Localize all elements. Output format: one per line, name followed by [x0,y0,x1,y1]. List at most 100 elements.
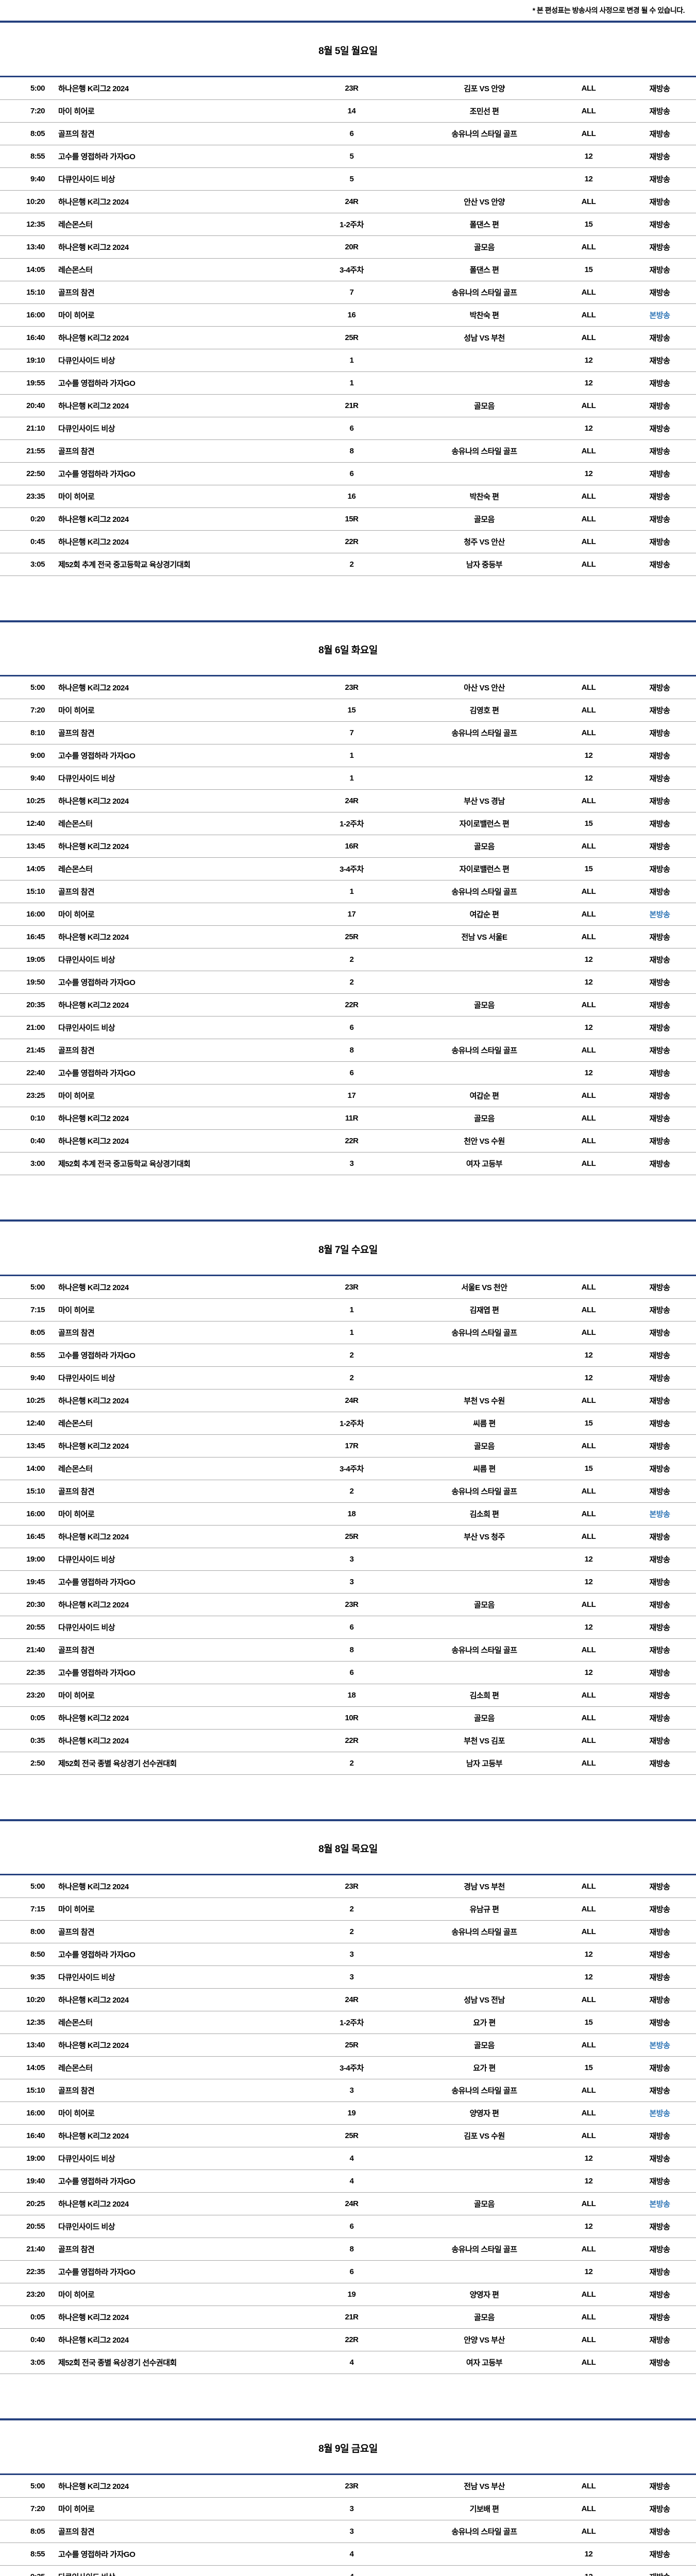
program-title-cell: 하나은행 K리그2 2024 [58,1736,129,1745]
broadcast-type-badge: 재방송 [649,515,670,524]
rating-cell: ALL [581,1137,596,1146]
day-title: 8월 6일 화요일 [318,645,378,656]
episode-detail-cell: 송유나의 스타일 골프 [451,2245,517,2255]
schedule-row: 5:00 하나은행 K리그2 2024 23R 경남 VS 부천 ALL 재방송 [0,1875,696,1899]
episode-cell: 22R [345,1001,359,1010]
schedule-row: 5:00 하나은행 K리그2 2024 23R 전남 VS 부산 ALL 재방송 [0,2475,696,2498]
time-cell: 10:20 [26,197,45,206]
time-cell: 21:45 [26,1046,45,1055]
rating-cell: ALL [581,1882,596,1891]
broadcast-type-badge: 재방송 [649,1306,670,1315]
episode-detail-cell: 골모음 [474,243,495,252]
rating-cell: 12 [584,2154,593,2163]
time-cell: 3:05 [30,2358,45,2367]
schedule-row: 0:05 하나은행 K리그2 2024 21R 골모음 ALL 재방송 [0,2306,696,2329]
program-title-cell: 마이 히어로 [58,1691,95,1700]
schedule-row: 20:35 하나은행 K리그2 2024 22R 골모음 ALL 재방송 [0,994,696,1017]
episode-cell: 24R [345,1995,359,2005]
section-divider-bottom [0,1874,696,1876]
schedule-row: 22:35 고수를 영접하라 가자GO 6 12 재방송 [0,1662,696,1684]
program-title-cell: 골프의 참견 [58,1646,95,1655]
schedule-row: 22:40 고수를 영접하라 가자GO 6 12 재방송 [0,1062,696,1085]
schedule-row: 9:00 고수를 영접하라 가자GO 1 12 재방송 [0,744,696,768]
program-title-cell: 하나은행 K리그2 2024 [58,2200,129,2209]
rating-cell: 15 [584,2018,593,2027]
episode-cell: 2 [349,1486,354,1496]
schedule-row: 15:10 골프의 참견 1 송유나의 스타일 골프 ALL 재방송 [0,880,696,904]
program-title-cell: 하나은행 K리그2 2024 [58,933,129,942]
schedule-row: 9:35 다큐인사이드 비상 4 12 재방송 [0,2566,696,2576]
rating-cell: ALL [581,242,596,251]
day-title: 8월 8일 목요일 [318,1844,378,1855]
program-title-cell: 골프의 참견 [58,1046,95,1056]
time-cell: 0:35 [30,1736,45,1745]
program-title-cell: 제52회 추계 전국 중고등학교 육상경기대회 [58,560,191,569]
program-title-cell: 고수를 영접하라 가자GO [58,2177,135,2187]
episode-detail-cell: 부천 VS 수원 [464,1396,505,1405]
time-cell: 19:00 [26,1554,45,1564]
schedule-row: 12:35 레슨몬스터 1-2주차 요가 편 15 재방송 [0,2011,696,2035]
episode-cell: 23R [345,683,359,692]
episode-cell: 1-2주차 [339,820,364,829]
time-cell: 12:35 [26,2018,45,2027]
time-cell: 5:00 [30,683,45,692]
time-cell: 14:00 [26,1464,45,1473]
time-cell: 9:40 [30,1373,45,1382]
broadcast-type-badge: 재방송 [649,265,670,275]
schedule-table: 5:00 하나은행 K리그2 2024 23R 전남 VS 부산 ALL 재방송… [0,2475,696,2576]
broadcast-type-badge: 재방송 [649,1069,670,1078]
episode-cell: 2 [349,955,354,964]
schedule-row: 10:20 하나은행 K리그2 2024 24R 안산 VS 안양 ALL 재방… [0,191,696,213]
schedule-row: 8:05 골프의 참견 1 송유나의 스타일 골프 ALL 재방송 [0,1321,696,1344]
schedule-row: 14:00 레슨몬스터 3-4주차 씨름 편 15 재방송 [0,1458,696,1480]
episode-cell: 6 [349,469,354,478]
weekly-schedule: 8월 5일 월요일 5:00 하나은행 K리그2 2024 23R 김포 VS … [0,21,696,2576]
program-title-cell: 마이 히어로 [58,2291,95,2300]
rating-cell: 12 [584,1069,593,1078]
episode-cell: 11R [345,1114,359,1123]
section-divider-top [0,21,696,23]
broadcast-type-badge: 재방송 [649,2359,670,2368]
broadcast-type-badge: 재방송 [649,865,670,874]
program-title-cell: 골프의 참견 [58,288,95,297]
rating-cell: ALL [581,706,596,715]
rating-cell: ALL [581,1905,596,1914]
rating-cell: ALL [581,1282,596,1292]
time-cell: 20:55 [26,1622,45,1632]
episode-detail-cell: 유남규 편 [469,1905,499,1914]
time-cell: 0:05 [30,2313,45,2322]
program-title-cell: 다큐인사이드 비상 [58,1555,115,1564]
day-section: 8월 8일 목요일 5:00 하나은행 K리그2 2024 23R 경남 VS … [0,1819,696,2375]
schedule-row: 16:45 하나은행 K리그2 2024 25R 전남 VS 서울E ALL 재… [0,926,696,949]
time-cell: 16:40 [26,2131,45,2141]
program-title-cell: 고수를 영접하라 가자GO [58,752,135,761]
time-cell: 12:35 [26,219,45,229]
schedule-row: 16:40 하나은행 K리그2 2024 25R 김포 VS 수원 ALL 재방… [0,2125,696,2148]
broadcast-type-badge: 본방송 [649,311,670,320]
broadcast-type-badge: 재방송 [649,84,670,93]
rating-cell: ALL [581,1600,596,1609]
episode-cell: 4 [349,2154,354,2163]
episode-detail-cell: 전남 VS 서울E [461,933,507,942]
broadcast-type-badge: 재방송 [649,1532,670,1541]
time-cell: 15:10 [26,287,45,297]
rating-cell: ALL [581,2086,596,2095]
time-cell: 8:55 [30,151,45,161]
section-divider-top [0,1819,696,1821]
schedule-row: 0:20 하나은행 K리그2 2024 15R 골모음 ALL 재방송 [0,508,696,531]
rating-cell: ALL [581,1995,596,2005]
program-title-cell: 레슨몬스터 [58,265,93,275]
episode-cell: 24R [345,197,359,206]
schedule-row: 10:25 하나은행 K리그2 2024 24R 부천 VS 수원 ALL 재방… [0,1389,696,1412]
schedule-row: 22:50 고수를 영접하라 가자GO 6 12 재방송 [0,463,696,485]
time-cell: 21:00 [26,1023,45,1032]
episode-cell: 3 [349,1159,354,1168]
schedule-row: 23:20 마이 히어로 19 양영자 편 ALL 재방송 [0,2283,696,2307]
time-cell: 7:15 [30,1305,45,1314]
schedule-row: 9:35 다큐인사이드 비상 3 12 재방송 [0,1966,696,1989]
episode-cell: 25R [345,2131,359,2141]
rating-cell: ALL [581,2290,596,2299]
broadcast-type-badge: 재방송 [649,1024,670,1033]
schedule-row: 8:05 골프의 참견 6 송유나의 스타일 골프 ALL 재방송 [0,123,696,145]
time-cell: 2:50 [30,1758,45,1768]
